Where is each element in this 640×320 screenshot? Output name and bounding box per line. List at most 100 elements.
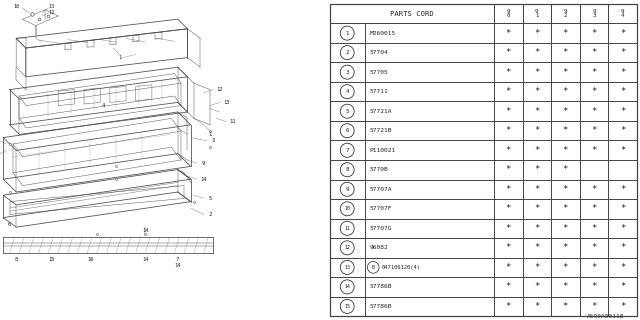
Bar [365, 180, 494, 199]
Text: 12: 12 [216, 87, 223, 92]
Text: *: * [506, 243, 511, 252]
Bar [608, 297, 637, 316]
Text: *: * [506, 282, 511, 292]
Text: 10: 10 [344, 206, 350, 211]
Text: 14: 14 [142, 228, 148, 233]
Text: *: * [563, 107, 568, 116]
Text: 14: 14 [175, 263, 181, 268]
Bar [522, 277, 551, 297]
Bar [580, 121, 608, 140]
Text: *: * [506, 87, 511, 96]
Bar [580, 180, 608, 199]
Bar [551, 4, 580, 23]
Text: 57786B: 57786B [370, 284, 392, 289]
Text: *: * [620, 126, 625, 135]
Bar [580, 297, 608, 316]
Bar [522, 140, 551, 160]
Bar [608, 199, 637, 219]
Text: *: * [563, 204, 568, 213]
Text: *: * [563, 146, 568, 155]
Bar [365, 43, 494, 62]
Text: *: * [591, 87, 596, 96]
Bar [494, 140, 522, 160]
Text: 57786B: 57786B [370, 304, 392, 309]
Bar [365, 140, 494, 160]
Bar [608, 140, 637, 160]
Bar [551, 238, 580, 258]
Text: 7: 7 [176, 257, 179, 262]
Text: *: * [534, 68, 540, 77]
Text: *: * [620, 243, 625, 252]
Text: 047106120(4): 047106120(4) [381, 265, 420, 270]
Text: *: * [591, 146, 596, 155]
Text: *: * [563, 87, 568, 96]
Text: 7: 7 [346, 148, 349, 153]
Text: 9
2: 9 2 [564, 9, 567, 18]
Bar [494, 219, 522, 238]
Bar [494, 238, 522, 258]
Text: *: * [591, 282, 596, 292]
Text: *: * [620, 146, 625, 155]
Text: *: * [563, 302, 568, 311]
Bar [365, 199, 494, 219]
Bar [608, 258, 637, 277]
Text: 15: 15 [344, 304, 350, 309]
Bar [608, 180, 637, 199]
Bar [551, 258, 580, 277]
Text: 6: 6 [8, 221, 12, 227]
Bar [330, 62, 365, 82]
Text: 13: 13 [344, 265, 350, 270]
Bar [608, 4, 637, 23]
Bar [330, 23, 365, 43]
Text: A590A00118: A590A00118 [587, 314, 624, 319]
Text: *: * [591, 263, 596, 272]
Text: 11: 11 [230, 119, 236, 124]
Bar [551, 121, 580, 140]
Text: P110021: P110021 [370, 148, 396, 153]
Bar [365, 23, 494, 43]
Text: 9
3: 9 3 [592, 9, 596, 18]
Bar [608, 219, 637, 238]
Text: *: * [534, 107, 540, 116]
Text: 5: 5 [209, 196, 212, 201]
Text: 9
0: 9 0 [506, 9, 510, 18]
Text: M260015: M260015 [370, 31, 396, 36]
Text: *: * [563, 243, 568, 252]
Bar [365, 121, 494, 140]
Bar [551, 277, 580, 297]
Bar [608, 160, 637, 180]
Bar [330, 238, 365, 258]
Text: 57707A: 57707A [370, 187, 392, 192]
Text: *: * [563, 48, 568, 57]
Bar [494, 101, 522, 121]
Text: *: * [534, 28, 540, 38]
Bar [330, 4, 494, 23]
Text: *: * [563, 263, 568, 272]
Bar [608, 23, 637, 43]
Text: 57721B: 57721B [370, 128, 392, 133]
Bar [580, 160, 608, 180]
Bar [522, 43, 551, 62]
Text: *: * [506, 185, 511, 194]
Bar [580, 62, 608, 82]
Text: 6: 6 [346, 128, 349, 133]
Bar [330, 43, 365, 62]
Text: *: * [506, 165, 511, 174]
Bar [551, 219, 580, 238]
Text: *: * [620, 28, 625, 38]
Bar [551, 101, 580, 121]
Bar [365, 258, 494, 277]
Text: *: * [534, 224, 540, 233]
Text: *: * [534, 87, 540, 96]
Bar [522, 62, 551, 82]
Bar [494, 4, 522, 23]
Bar [365, 277, 494, 297]
Bar [522, 82, 551, 101]
Text: 5: 5 [346, 109, 349, 114]
Bar [494, 199, 522, 219]
Bar [330, 219, 365, 238]
Text: *: * [563, 126, 568, 135]
Bar [580, 219, 608, 238]
Bar [494, 121, 522, 140]
Bar [551, 82, 580, 101]
